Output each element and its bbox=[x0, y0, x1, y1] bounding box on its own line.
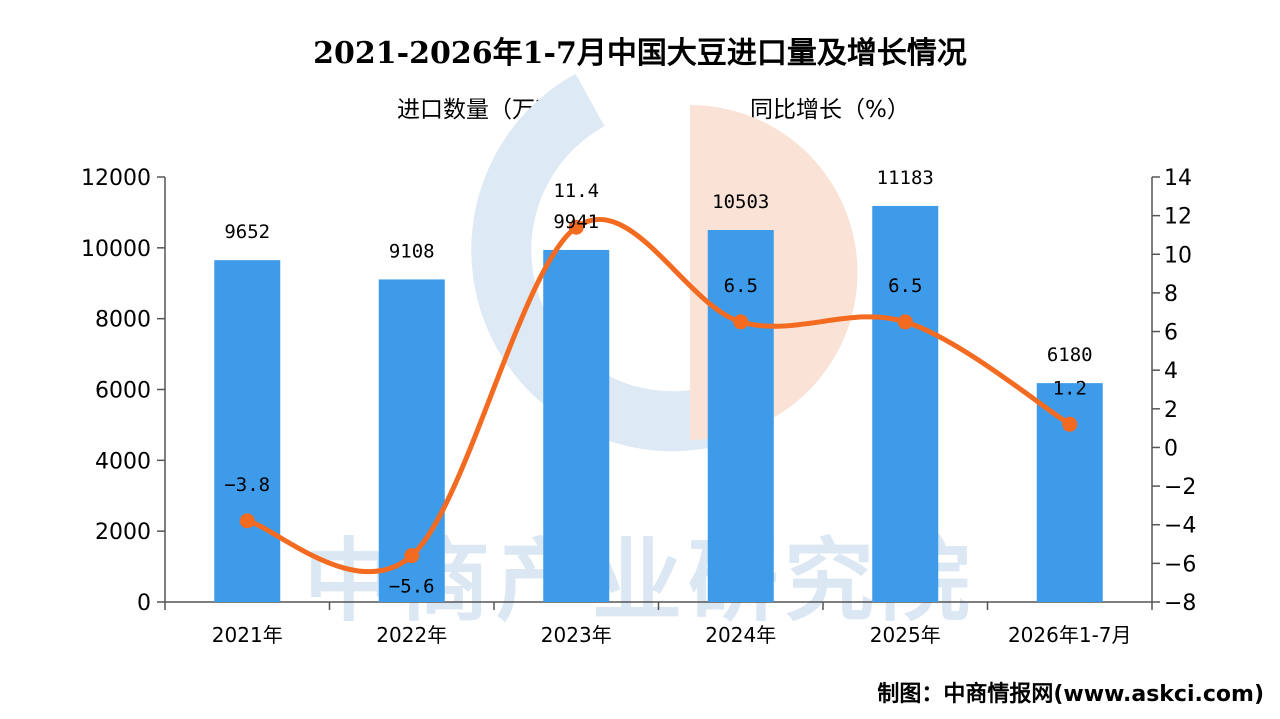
bar bbox=[214, 260, 281, 602]
bar bbox=[707, 230, 774, 603]
x-tick-label: 2022年 bbox=[376, 623, 447, 647]
line-point bbox=[1062, 416, 1078, 432]
bar-value-label: 9652 bbox=[224, 221, 270, 243]
left-tick-label: 4000 bbox=[95, 449, 151, 474]
x-tick-label: 2024年 bbox=[705, 623, 776, 647]
right-tick-label: 2 bbox=[1164, 398, 1178, 423]
left-tick-label: 12000 bbox=[81, 166, 151, 191]
axes: 0 2000 4000 6000 8000 10000 12000 −8 −6 −4 −2 0 2 4 6 8… bbox=[81, 166, 1196, 647]
line-value-label: 11.4 bbox=[553, 180, 599, 202]
right-tick-label: 8 bbox=[1164, 282, 1178, 307]
right-tick-label: 0 bbox=[1164, 436, 1178, 461]
bar bbox=[543, 249, 610, 602]
bar-value-label: 11183 bbox=[877, 167, 934, 189]
right-tick-label: 4 bbox=[1164, 359, 1178, 384]
growth-line bbox=[244, 216, 1073, 574]
source-credit: 制图：中商情报网(www.askci.com) bbox=[877, 682, 1264, 707]
right-tick-label: 6 bbox=[1164, 321, 1178, 346]
line-point bbox=[404, 548, 420, 564]
left-tick-label: 10000 bbox=[81, 237, 151, 262]
line-value-label: 6.5 bbox=[724, 275, 758, 297]
bar-value-label: 9108 bbox=[389, 240, 435, 262]
bar-value-label: 9941 bbox=[553, 211, 599, 233]
x-tick-label: 2021年 bbox=[212, 623, 283, 647]
right-tick-label: −6 bbox=[1164, 552, 1196, 577]
line-value-label: 6.5 bbox=[888, 275, 922, 297]
left-tick-label: 6000 bbox=[95, 379, 151, 404]
right-tick-label: −2 bbox=[1164, 475, 1196, 500]
line-point bbox=[897, 314, 913, 330]
bar-value-label: 6180 bbox=[1047, 344, 1093, 366]
line-value-label: −5.6 bbox=[389, 576, 435, 598]
right-tick-label: 12 bbox=[1164, 205, 1192, 230]
legend-line-series: 同比增长（%） bbox=[750, 97, 910, 123]
watermark-arc bbox=[471, 73, 770, 452]
x-tick-label: 2026年1-7月 bbox=[1008, 623, 1132, 647]
right-tick-label: −8 bbox=[1164, 591, 1196, 616]
right-tick-label: 10 bbox=[1164, 243, 1192, 268]
line-point bbox=[568, 219, 584, 235]
left-tick-label: 2000 bbox=[95, 520, 151, 545]
line-point bbox=[239, 513, 255, 529]
line-value-label: 1.2 bbox=[1053, 377, 1087, 399]
x-tick-label: 2023年 bbox=[541, 623, 612, 647]
chart-title: 2021-2026年1-7月中国大豆进口量及增长情况 bbox=[313, 36, 967, 71]
bar-value-label: 10503 bbox=[712, 191, 769, 213]
right-tick-label: −4 bbox=[1164, 514, 1196, 539]
x-tick-label: 2025年 bbox=[870, 623, 941, 647]
right-tick-label: 14 bbox=[1164, 166, 1192, 191]
line-series bbox=[239, 216, 1078, 574]
bar bbox=[872, 205, 939, 602]
bar bbox=[1036, 383, 1103, 602]
bar-series bbox=[214, 205, 1103, 603]
data-labels: 9652 9108 9941 10503 11183 6180 −3.8 −5.6 11.4 6.… bbox=[224, 167, 1092, 598]
left-tick-label: 8000 bbox=[95, 308, 151, 333]
line-value-label: −3.8 bbox=[224, 474, 270, 496]
line-point bbox=[733, 314, 749, 330]
left-tick-label: 0 bbox=[137, 591, 151, 616]
